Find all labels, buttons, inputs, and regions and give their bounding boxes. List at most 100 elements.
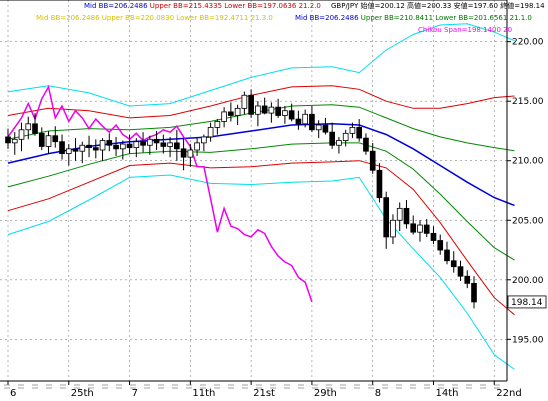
candle-body-25 <box>174 142 180 150</box>
candle-body-8 <box>59 141 65 154</box>
candle-body-5 <box>38 132 45 147</box>
candle-body-64 <box>437 240 444 251</box>
candle-body-54 <box>369 150 376 171</box>
candle-body-50 <box>342 132 349 141</box>
candle-body-42 <box>288 110 295 120</box>
candle-64 <box>437 234 444 255</box>
candle-17 <box>119 140 126 160</box>
candle-27 <box>187 144 194 167</box>
legend-row-3-item-0: Chikou Span=198.1400 <box>418 26 501 34</box>
chikou-span-layer <box>7 84 313 303</box>
candle-body-38 <box>261 105 268 114</box>
candle-6 <box>45 130 52 154</box>
candle-21 <box>146 135 153 155</box>
legend-row-2b-item-2: Lower BB=201.6561 <box>433 14 507 22</box>
candle-43 <box>295 110 302 130</box>
candle-62 <box>423 219 430 237</box>
candle-7 <box>52 126 59 148</box>
candle-11 <box>79 141 86 164</box>
legend-row-1: Mid BB=206.2486 Upper BB=215.4335 Lower … <box>84 2 321 10</box>
band1-lower-line <box>7 142 515 261</box>
candle-body-52 <box>356 126 363 139</box>
candle-body-67 <box>457 266 464 277</box>
candlesticks <box>5 89 477 309</box>
x-axis: 6 25th 7 11th 21st 29th 8 14th 22nd <box>0 380 522 399</box>
candle-40 <box>275 98 281 118</box>
candle-body-43 <box>295 118 302 125</box>
candle-body-18 <box>126 143 133 149</box>
candle-58 <box>396 202 403 231</box>
x-tick-label-1: 25th <box>71 388 94 399</box>
candle-body-53 <box>363 137 369 152</box>
candle-body-15 <box>106 140 113 146</box>
candle-25 <box>174 129 180 161</box>
candle-body-6 <box>45 135 52 147</box>
candle-41 <box>282 105 288 124</box>
x-tick-label-4: 21st <box>253 388 275 399</box>
candle-28 <box>194 138 200 156</box>
candle-body-65 <box>444 249 450 262</box>
candle-body-39 <box>268 106 275 114</box>
candle-26 <box>180 138 187 171</box>
band3-upper-line <box>7 23 515 107</box>
candle-66 <box>450 251 457 273</box>
candle-1 <box>11 132 18 155</box>
legend: Mid BB=206.2486 Upper BB=215.4335 Lower … <box>36 1 545 34</box>
candle-body-51 <box>349 126 356 134</box>
legend-row-1-item-1: Upper BB=215.4335 <box>148 2 223 10</box>
candle-body-68 <box>464 275 471 284</box>
candle-9 <box>65 144 72 166</box>
band1-upper-line <box>7 104 515 152</box>
candle-44 <box>302 109 308 128</box>
legend-row-1b: GBP/JPY 始値=200.12 高値=200.33 安値=197.60 終値… <box>331 1 545 10</box>
candle-10 <box>72 138 79 161</box>
legend-row-2a-item-3: 21.3.0 <box>248 14 273 22</box>
candle-body-48 <box>329 131 336 146</box>
y-tick-label-5: 220.00 <box>512 38 544 48</box>
candle-42 <box>288 103 295 122</box>
candle-34 <box>234 104 241 126</box>
candle-54 <box>369 142 376 174</box>
candle-12 <box>86 135 92 158</box>
candle-body-4 <box>32 123 38 134</box>
candle-body-32 <box>221 111 227 122</box>
candle-body-46 <box>315 124 322 131</box>
y-tick-label-1: 200.00 <box>512 276 544 286</box>
candle-body-31 <box>214 121 221 128</box>
candle-23 <box>160 134 167 154</box>
x-tick-label-0: 6 <box>10 388 16 399</box>
candle-body-34 <box>234 107 241 116</box>
candle-body-69 <box>471 282 477 303</box>
candle-51 <box>349 122 356 139</box>
candle-69 <box>471 276 477 309</box>
candle-35 <box>241 91 248 115</box>
candle-body-66 <box>450 260 457 268</box>
candle-body-0 <box>5 136 11 144</box>
candle-57 <box>390 214 396 245</box>
candle-body-11 <box>79 144 86 152</box>
legend-row-2a: Mid BB=206.2486 Upper BB=220.0830 Lower … <box>36 14 273 22</box>
candle-22 <box>153 130 160 151</box>
candle-8 <box>59 134 65 160</box>
candle-body-23 <box>160 142 167 147</box>
candle-body-49 <box>336 140 342 146</box>
candle-body-56 <box>383 197 390 238</box>
x-tick-label-3: 11th <box>192 388 215 399</box>
candle-67 <box>457 260 464 281</box>
candle-body-21 <box>146 138 153 146</box>
legend-row-2b-item-0: Mid BB=206.2486 <box>295 14 359 22</box>
candle-body-33 <box>228 111 234 116</box>
candle-body-55 <box>376 169 383 199</box>
candle-body-20 <box>140 141 146 146</box>
candle-24 <box>167 136 173 158</box>
candle-39 <box>268 102 275 123</box>
candle-body-58 <box>396 207 403 221</box>
y-tick-label-3: 210.00 <box>512 157 544 167</box>
legend-row-2b: Mid BB=206.2486 Upper BB=210.8411 Lower … <box>295 14 532 22</box>
x-tick-label-5: 29th <box>314 388 337 399</box>
band3-lower-line <box>7 174 515 370</box>
chikou-span-line <box>7 84 313 303</box>
y-axis: 195.00 200.00 205.00 210.00 215.00 220.00 198.… <box>507 38 547 345</box>
legend-row-2a-item-1: Upper BB=220.0830 <box>100 14 175 22</box>
x-tick-label-7: 14th <box>435 388 458 399</box>
